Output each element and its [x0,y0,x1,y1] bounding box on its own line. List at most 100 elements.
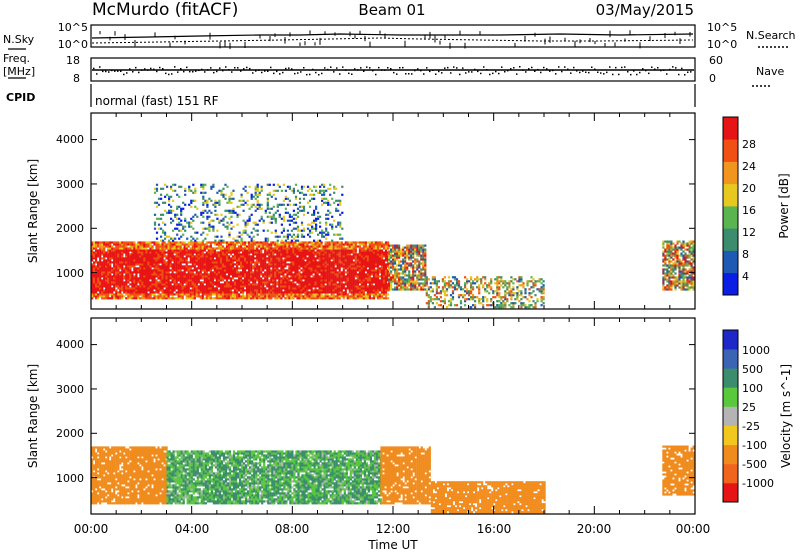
power-cell [209,263,212,266]
power-cell [103,297,106,300]
power-cell [244,269,247,272]
nave-dot [480,72,482,75]
power-cell [364,257,367,260]
power-cell [278,293,281,296]
power-cell [328,263,331,266]
power-cell [298,243,301,246]
power-cell [121,297,124,300]
power-cell [173,257,176,260]
power-cell [340,293,343,296]
power-cell [322,271,325,274]
power-cell [266,269,269,272]
power-cell [244,267,247,270]
power-cell [171,249,174,252]
power-cell [420,246,423,249]
power-cell [131,287,134,290]
power-cell [344,265,347,268]
power-cell [302,285,305,288]
power-cell [179,289,182,292]
power-cell [346,257,349,260]
power-cell [185,279,188,282]
power-cell [147,275,150,278]
power-cell [163,283,166,286]
power-cell [161,259,164,262]
power-cell [370,283,374,286]
nave-dot [255,70,257,72]
power-cell [286,243,289,246]
power-cell [242,259,245,262]
power-cell [328,243,331,246]
power-cell [107,253,110,256]
power-cell [103,261,106,264]
power-cell [197,295,200,298]
nave-dot [672,66,674,68]
power-cell [193,283,196,286]
power-cell [151,259,154,262]
power-cell [310,257,313,260]
power-cell [482,298,485,301]
power-cell [131,273,134,276]
power-cell [374,251,378,254]
power-cell [394,272,397,275]
power-cell [151,271,154,274]
nave-dot [474,68,476,71]
power-cell [97,285,100,288]
power-cell [332,261,335,264]
power-cell [372,251,376,254]
nave-dot [372,69,374,72]
power-cell [105,275,108,278]
power-cell [308,279,311,282]
power-cell [322,259,325,262]
power-cell [227,241,231,244]
power-cell [181,279,184,282]
power-cell [167,257,170,260]
nave-dot [321,72,323,75]
power-cell [322,253,325,256]
power-cell [410,244,413,247]
power-cell [268,281,271,284]
power-cell [310,259,313,262]
power-cell [390,278,393,281]
power-cell [264,287,267,290]
nave-dot [156,70,158,73]
power-cell [284,279,287,282]
power-cell [95,279,98,282]
power-cell [225,285,229,288]
power-cell [219,277,223,280]
power-cell [217,263,220,266]
power-cell [117,243,120,246]
power-cell [330,275,333,278]
power-cell [185,247,188,250]
power-cell [268,259,271,262]
power-cell [209,253,212,256]
power-cell [195,281,198,284]
power-cell [125,267,128,270]
power-cell [268,269,271,272]
power-cell [378,289,382,292]
power-cell [312,243,315,246]
power-cell [145,287,148,290]
power-cell [201,257,204,260]
power-cell [242,283,245,286]
power-cell [316,253,319,256]
power-cell [316,279,319,282]
nave-dot [432,69,434,71]
power-cell [183,257,186,260]
power-cell [250,279,253,282]
power-cell [231,269,235,272]
power-cell [185,261,188,264]
power-cell [274,279,277,282]
power-cell [195,291,198,294]
power-cell [404,254,407,257]
power-cell [209,243,212,246]
nave-dot [486,69,488,71]
power-cell [145,247,148,250]
nave-dot [399,67,401,69]
power-cell [141,255,144,258]
power-cell [185,297,188,300]
power-cell [159,245,162,248]
nave-dot [162,68,164,70]
power-cell [197,263,200,266]
power-cell [199,291,202,294]
power-cell [328,249,331,252]
